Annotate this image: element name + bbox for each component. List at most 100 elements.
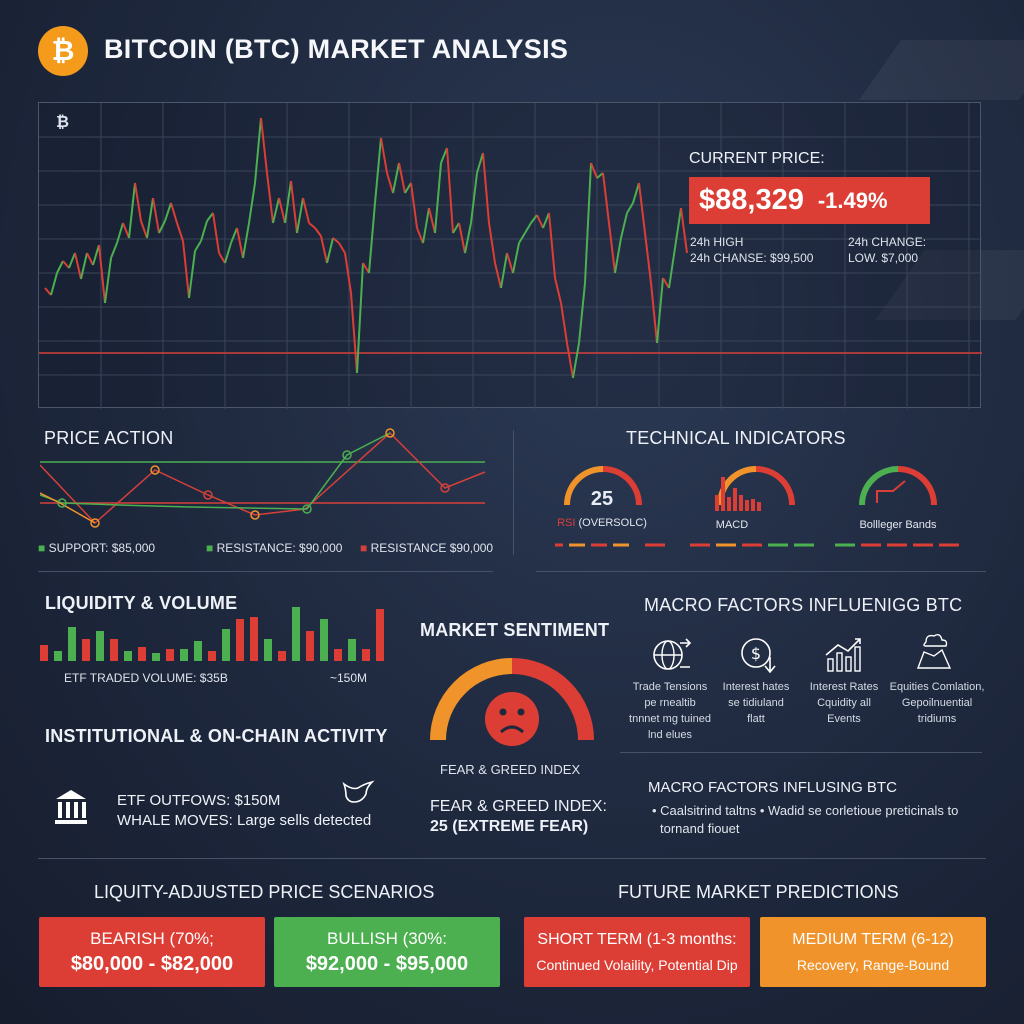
price-action-title: PRICE ACTION [44,428,174,448]
fear-greed-gauge [430,658,594,741]
divider [620,752,982,753]
price-line-segment [596,172,604,179]
volume-bar [250,617,258,661]
volume-bar [278,651,286,661]
macro-caption-4: Equities Comlation, Gepoilnuential tridi… [889,681,985,725]
map-cloud-icon [916,633,952,669]
short-term-label: SHORT TERM (1-3 months: [537,931,737,948]
price-line-segment [680,207,688,254]
price-line-segment [320,235,328,264]
volume-bar [222,629,230,661]
price-line-segment [590,162,598,179]
stat-24h-high-label: 24h HIGH [690,235,744,249]
bar-growth-icon [825,638,861,672]
price-line-segment [290,180,298,234]
macro-caption-1: Trade Tensions pe rnealtib tnnnet mg tui… [629,681,711,741]
bitcoin-logo-icon: ₿ [38,26,88,76]
price-line-segment [608,222,616,274]
price-line-segment [74,252,82,280]
price-line-segment [650,282,658,344]
liquidity-volume-title: LIQUIDITY & VOLUME [45,593,238,613]
volume-bar [194,641,202,661]
price-line-segment [380,137,388,174]
price-line-segment [410,182,418,229]
price-chart-panel [38,102,982,409]
bullish-scenario-card: BULLISH (30%: $92,000 - $95,000 [274,917,500,987]
price-line-segment [272,197,280,224]
price-line-segment [398,162,406,194]
price-line-segment [404,182,412,194]
price-line-segment [446,147,454,234]
price-line-segment [92,244,100,266]
volume-bar [348,639,356,661]
price-line-segment [104,257,112,304]
macro-caption-3: Interest Rates Cquidity all Events [809,681,879,725]
price-line-segment [350,292,358,374]
price-line-segment [266,172,274,224]
price-line-segment [506,252,514,274]
price-line-segment [200,220,208,242]
price-line-segment [536,214,544,229]
price-line-segment [602,172,610,224]
bearish-range: $80,000 - $82,000 [70,952,234,975]
medium-term-label: MEDIUM TERM (6-12) [792,931,954,948]
volume-bar [152,653,160,661]
price-line-segment [218,252,226,264]
price-line-segment [392,162,400,194]
price-line-segment [242,222,250,259]
predictions-title: FUTURE MARKET PREDICTIONS [618,882,899,902]
chart-bitcoin-icon: ₿ [56,114,70,131]
current-price-label: CURRENT PRICE: [689,150,825,167]
price-line-segment [122,222,130,239]
bullish-label: BULLISH (30%: [327,928,447,948]
price-line-segment [524,222,532,234]
price-line-segment [206,212,214,222]
price-line-segment [278,197,286,224]
volume-bar [40,645,48,661]
indicator-gauges [555,466,959,547]
price-change-value: -1.49% [817,187,888,213]
price-line-segment [152,197,160,234]
price-line-segment [344,252,352,294]
price-line-segment [368,202,376,274]
macro-factors-title: MACRO FACTORS INFLUENIGG BTC [644,595,963,615]
price-line-segment [56,260,64,274]
whale-moves: WHALE MOVES: Large sells detected [117,812,372,829]
volume-bar [208,651,216,661]
fear-greed-gauge-label: FEAR & GREED INDEX [440,762,581,777]
stat-24h-low: LOW. $7,000 [848,251,919,265]
price-chart [39,103,982,409]
rsi-label: RSI (OVERSOLC) [557,517,647,529]
price-line-segment [296,197,304,234]
price-line-segment [386,172,394,194]
price-line-segment [86,252,94,266]
divider [513,430,514,555]
price-line-segment [302,197,310,224]
price-line-segment [116,222,124,244]
price-line-segment [248,182,256,224]
volume-bar [54,651,62,661]
volume-bar [180,649,188,661]
volume-bar [96,631,104,661]
price-line-segment [488,222,496,264]
fear-greed-index-label: FEAR & GREED INDEX: [430,798,607,815]
volume-bar [124,651,132,661]
price-line-segment [194,240,202,252]
price-line-segment [98,244,106,304]
price-line-segment [566,342,574,379]
bearish-label: BEARISH (70%; [90,928,214,948]
price-line-segment [452,222,460,234]
market-sentiment-title: MARKET SENTIMENT [420,620,610,640]
etf-outflows: ETF OUTFOWS: $150M [117,792,281,809]
price-line-segment [674,207,682,249]
macro-caption-2: Interest hates se tidiuland flatt [722,681,790,725]
price-line-segment [662,277,670,289]
dollar-down-icon: $ [741,638,776,674]
macd-label: MACD [715,519,749,531]
price-line-segment [434,162,442,234]
price-line-segment [632,182,640,204]
price-line-segment [416,227,424,244]
price-line-segment [44,287,52,296]
price-line-segment [236,227,244,259]
price-line-segment [158,220,166,234]
